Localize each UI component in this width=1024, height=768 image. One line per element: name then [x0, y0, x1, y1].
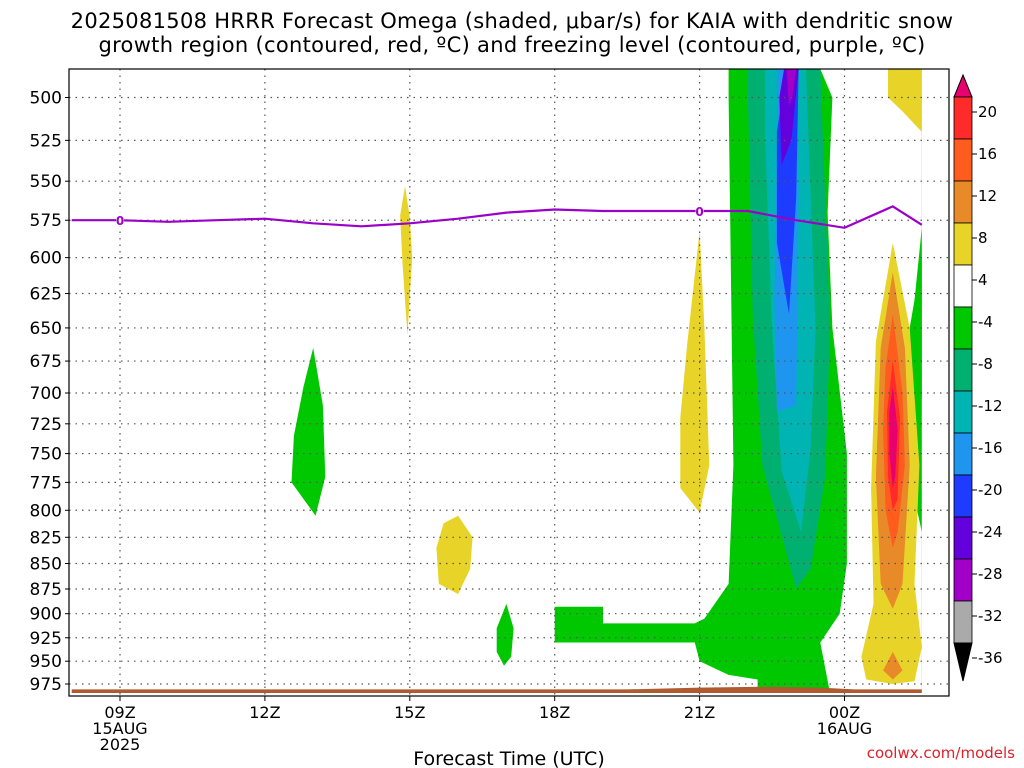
freezing-level-label: 0 [116, 214, 124, 228]
omega-shading [71, 69, 922, 693]
y-tick-label-775: 775 [30, 473, 62, 493]
colorbar-label: -28 [978, 565, 1003, 583]
x-tick-sublabel: 16AUG [817, 719, 872, 738]
chart-title-line-2: growth region (contoured, red, ºC) and f… [98, 33, 926, 57]
y-tick-label-525: 525 [30, 131, 62, 151]
colorbar-swatch--32 [953, 558, 973, 602]
colorbar-swatch--36 [953, 600, 973, 644]
colorbar-swatch--24 [953, 474, 973, 518]
x-tick-label-21Z: 21Z [684, 703, 715, 722]
colorbar-label: -20 [978, 481, 1003, 499]
y-tick-label-925: 925 [30, 629, 62, 649]
y-tick-label-550: 550 [30, 172, 62, 192]
omega-region-14 [888, 69, 922, 132]
colorbar-label: -32 [978, 607, 1003, 625]
omega-region-12 [779, 69, 799, 166]
colorbar-swatch-4 [953, 222, 973, 266]
x-tick-label-18Z: 18Z [539, 703, 570, 722]
plot-grid [69, 69, 949, 696]
omega-region-3 [496, 603, 514, 666]
y-tick-label-875: 875 [30, 580, 62, 600]
colorbar-swatch-16 [953, 96, 973, 140]
y-tick-label-500: 500 [30, 89, 62, 109]
y-tick-label-975: 975 [30, 675, 62, 695]
freezing-level-contour: 00 [71, 203, 923, 229]
colorbar-label: 20 [978, 103, 997, 121]
surface-band [71, 686, 922, 693]
freezing-level-line [71, 205, 923, 229]
omega-region-20 [889, 386, 898, 488]
colorbar-swatch--16 [953, 390, 973, 434]
freezing-level-label: 0 [695, 205, 703, 219]
colorbar-label: 4 [978, 271, 988, 289]
colorbar-swatch--20 [953, 432, 973, 476]
y-tick-label-750: 750 [30, 445, 62, 465]
y-tick-label-700: 700 [30, 384, 62, 404]
y-tick-label-825: 825 [30, 528, 62, 548]
x-tick-sublabel: 15AUG [92, 719, 147, 738]
colorbar-swatch--4 [953, 264, 973, 308]
colorbar-label: -4 [978, 313, 993, 331]
colorbar-label: 12 [978, 187, 997, 205]
model-credit: coolwx.com/models [867, 744, 1015, 762]
y-tick-label-675: 675 [30, 352, 62, 372]
x-tick-label-09Z: 09Z [104, 703, 135, 722]
x-tick-sublabel: 2025 [100, 735, 141, 754]
y-tick-label-625: 625 [30, 284, 62, 304]
colorbar-label: -24 [978, 523, 1003, 541]
colorbar-label: -8 [978, 355, 993, 373]
plot-frame [68, 68, 950, 697]
colorbar-label: 16 [978, 145, 997, 163]
y-tick-label-800: 800 [30, 501, 62, 521]
colorbar-label: -16 [978, 439, 1003, 457]
freezing-label-bg [116, 212, 124, 227]
y-tick-label-575: 575 [30, 211, 62, 231]
colorbar-swatch-8 [953, 180, 973, 224]
y-tick-label-650: 650 [30, 319, 62, 339]
colorbar-swatch--28 [953, 516, 973, 560]
omega-region-1 [291, 347, 326, 516]
y-tick-label-900: 900 [30, 605, 62, 625]
colorbar-top-arrow [953, 73, 973, 98]
colorbar-swatch--12 [953, 348, 973, 392]
omega-region-7 [914, 227, 922, 400]
y-tick-label-600: 600 [30, 249, 62, 269]
colorbar-swatch-12 [953, 138, 973, 182]
omega-region-13 [786, 69, 797, 107]
x-tick-label-00Z: 00Z [829, 703, 860, 722]
y-tick-label-950: 950 [30, 652, 62, 672]
omega-region-2 [436, 515, 473, 594]
colorbar-bottom-arrow [953, 642, 973, 682]
freezing-label-bg [695, 203, 704, 218]
colorbar-label: 8 [978, 229, 988, 247]
chart-title-line-1: 2025081508 HRRR Forecast Omega (shaded, … [70, 9, 954, 33]
pressure-axis: 500 525 550 575 600 625 650 675 700 725 750 775 800 8… [30, 89, 69, 695]
x-tick-label-15Z: 15Z [394, 703, 425, 722]
x-tick-label-12Z: 12Z [249, 703, 280, 722]
omega-region-4 [680, 230, 710, 513]
colorbar-swatch--8 [953, 306, 973, 350]
colorbar-label: -12 [978, 397, 1003, 415]
y-tick-label-850: 850 [30, 555, 62, 575]
omega-region-17 [883, 651, 903, 680]
omega-region-0 [400, 186, 413, 335]
omega-colorbar: 20 16 12 8 4 -4 -8 -12 -16 -20 -24 -28 -32 -36 [953, 73, 1003, 682]
colorbar-label: -36 [978, 649, 1003, 667]
x-axis-label: Forecast Time (UTC) [413, 748, 604, 768]
y-tick-label-725: 725 [30, 415, 62, 435]
